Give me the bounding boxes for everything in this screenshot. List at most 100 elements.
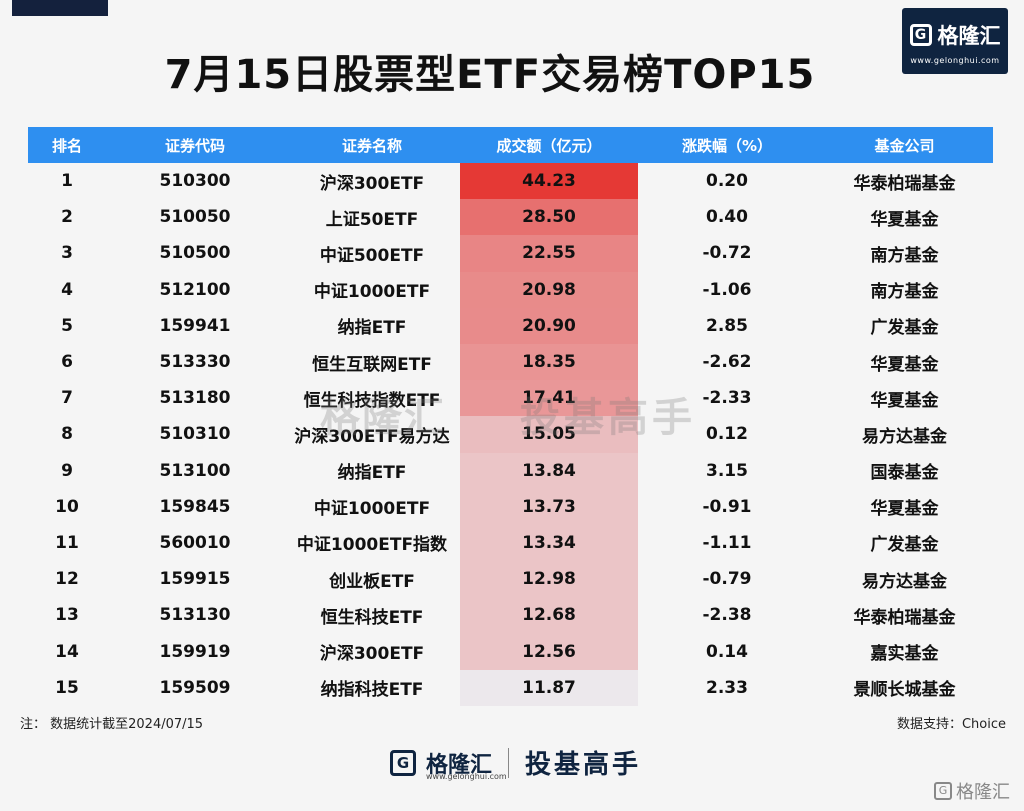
name-cell: 沪深300ETF — [284, 163, 460, 200]
company-cell: 国泰基金 — [816, 452, 993, 489]
table-row: 12 159915 创业板ETF 12.98 -0.79 易方达基金 — [28, 561, 993, 598]
rank-cell: 3 — [28, 235, 106, 272]
amount-cell: 12.56 — [460, 633, 638, 670]
header-company: 基金公司 — [816, 127, 993, 163]
table-row: 13 513130 恒生科技ETF 12.68 -2.38 华泰柏瑞基金 — [28, 597, 993, 634]
code-cell: 510300 — [106, 163, 284, 200]
name-cell: 纳指ETF — [284, 452, 460, 489]
footer-g-icon: G — [390, 749, 416, 776]
name-cell: 纳指科技ETF — [284, 669, 460, 706]
amount-cell: 15.05 — [460, 416, 638, 453]
change-cell: 0.12 — [638, 416, 816, 453]
rank-cell: 9 — [28, 452, 106, 489]
amount-cell: 13.73 — [460, 488, 638, 525]
header-change: 涨跌幅（%） — [638, 127, 816, 163]
code-cell: 159941 — [106, 307, 284, 344]
amount-cell: 13.84 — [460, 452, 638, 489]
code-cell: 512100 — [106, 271, 284, 308]
change-cell: 0.20 — [638, 163, 816, 200]
company-cell: 南方基金 — [816, 271, 993, 308]
change-cell: 3.15 — [638, 452, 816, 489]
footer-url: www.gelonghui.com — [426, 772, 507, 781]
amount-cell: 12.98 — [460, 561, 638, 598]
table-row: 4 512100 中证1000ETF 20.98 -1.06 南方基金 — [28, 271, 993, 308]
name-cell: 沪深300ETF — [284, 633, 460, 670]
code-cell: 159509 — [106, 669, 284, 706]
rank-cell: 6 — [28, 343, 106, 381]
amount-cell: 17.41 — [460, 380, 638, 417]
company-cell: 嘉实基金 — [816, 633, 993, 670]
bottom-watermark-text: 格隆汇 — [956, 782, 1010, 803]
table-row: 9 513100 纳指ETF 13.84 3.15 国泰基金 — [28, 452, 993, 489]
table-row: 10 159845 中证1000ETF 13.73 -0.91 华夏基金 — [28, 488, 993, 525]
amount-cell: 22.55 — [460, 235, 638, 272]
code-cell: 510050 — [106, 199, 284, 236]
name-cell: 沪深300ETF易方达 — [284, 416, 460, 453]
rank-cell: 10 — [28, 488, 106, 525]
change-cell: 0.14 — [638, 633, 816, 670]
rank-cell: 1 — [28, 163, 106, 200]
code-cell: 510500 — [106, 235, 284, 272]
header-name: 证券名称 — [284, 127, 460, 163]
company-cell: 华泰柏瑞基金 — [816, 163, 993, 200]
name-cell: 中证1000ETF指数 — [284, 524, 460, 562]
amount-cell: 13.34 — [460, 524, 638, 562]
table-row: 2 510050 上证50ETF 28.50 0.40 华夏基金 — [28, 199, 993, 236]
company-cell: 易方达基金 — [816, 561, 993, 598]
name-cell: 恒生科技指数ETF — [284, 380, 460, 417]
company-cell: 华夏基金 — [816, 488, 993, 525]
rank-cell: 14 — [28, 633, 106, 670]
rank-cell: 7 — [28, 380, 106, 417]
table-row: 1 510300 沪深300ETF 44.23 0.20 华泰柏瑞基金 — [28, 163, 993, 200]
amount-cell: 18.35 — [460, 343, 638, 381]
change-cell: -0.91 — [638, 488, 816, 525]
amount-cell: 20.90 — [460, 307, 638, 344]
change-cell: -2.62 — [638, 343, 816, 381]
amount-cell: 44.23 — [460, 163, 638, 200]
rank-cell: 15 — [28, 669, 106, 706]
change-cell: 0.40 — [638, 199, 816, 236]
amount-cell: 20.98 — [460, 271, 638, 308]
code-cell: 159845 — [106, 488, 284, 525]
code-cell: 159919 — [106, 633, 284, 670]
footer-brand-name: 格隆汇 — [426, 752, 493, 778]
change-cell: 2.33 — [638, 669, 816, 706]
code-cell: 513330 — [106, 343, 284, 381]
company-cell: 华泰柏瑞基金 — [816, 597, 993, 634]
name-cell: 恒生科技ETF — [284, 597, 460, 634]
logo-url: www.gelonghui.com — [910, 56, 1000, 65]
change-cell: 2.85 — [638, 307, 816, 344]
table-row: 14 159919 沪深300ETF 12.56 0.14 嘉实基金 — [28, 633, 993, 670]
table-row: 7 513180 恒生科技指数ETF 17.41 -2.33 华夏基金 — [28, 380, 993, 417]
change-cell: -0.79 — [638, 561, 816, 598]
code-cell: 510310 — [106, 416, 284, 453]
company-cell: 华夏基金 — [816, 343, 993, 381]
logo-name: 格隆汇 — [937, 24, 1001, 48]
change-cell: -2.33 — [638, 380, 816, 417]
code-cell: 159915 — [106, 561, 284, 598]
company-cell: 景顺长城基金 — [816, 669, 993, 706]
rank-cell: 12 — [28, 561, 106, 598]
table-header-row: 排名 证券代码 证券名称 成交额（亿元） 涨跌幅（%） 基金公司 — [28, 127, 993, 163]
rank-cell: 11 — [28, 524, 106, 562]
amount-cell: 12.68 — [460, 597, 638, 634]
footnote: 注： 数据统计截至2024/07/15 — [20, 717, 204, 732]
amount-cell: 11.87 — [460, 669, 638, 706]
company-cell: 广发基金 — [816, 307, 993, 344]
table-row: 6 513330 恒生互联网ETF 18.35 -2.62 华夏基金 — [28, 343, 993, 381]
table-row: 8 510310 沪深300ETF易方达 15.05 0.12 易方达基金 — [28, 416, 993, 453]
header-rank: 排名 — [28, 127, 106, 163]
company-cell: 易方达基金 — [816, 416, 993, 453]
change-cell: -0.72 — [638, 235, 816, 272]
rank-cell: 2 — [28, 199, 106, 236]
code-cell: 513130 — [106, 597, 284, 634]
name-cell: 上证50ETF — [284, 199, 460, 236]
table-body: 1 510300 沪深300ETF 44.23 0.20 华泰柏瑞基金 2 510050 上证5… — [28, 163, 993, 706]
amount-cell: 28.50 — [460, 199, 638, 236]
code-cell: 513180 — [106, 380, 284, 417]
table-row: 5 159941 纳指ETF 20.90 2.85 广发基金 — [28, 307, 993, 344]
header-amount: 成交额（亿元） — [460, 127, 638, 163]
rank-cell: 5 — [28, 307, 106, 344]
rank-cell: 8 — [28, 416, 106, 453]
name-cell: 中证1000ETF — [284, 488, 460, 525]
